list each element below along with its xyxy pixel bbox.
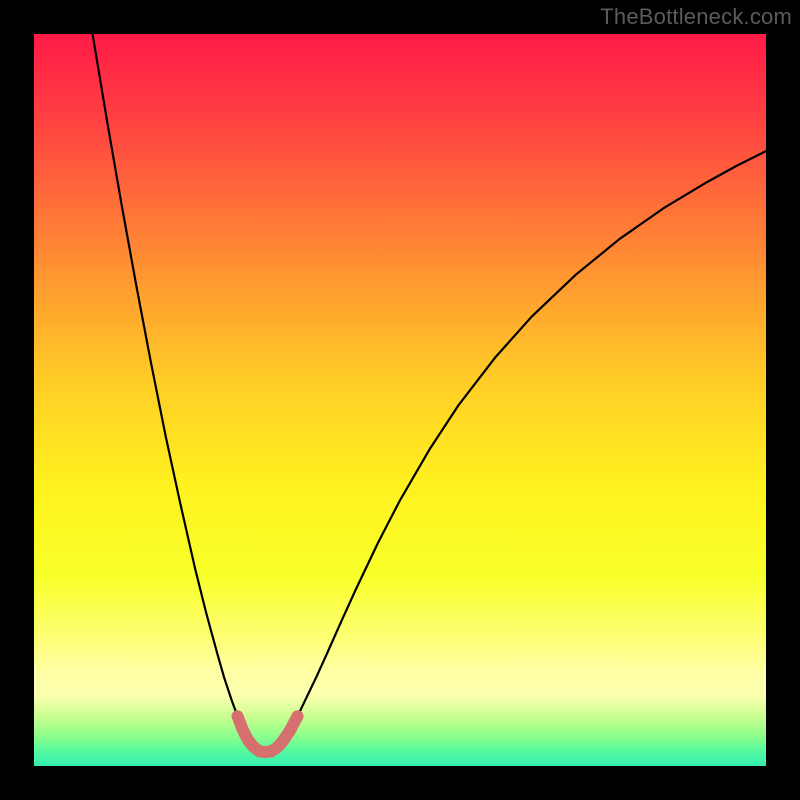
chart-gradient-bg [34,34,766,766]
chart-canvas: TheBottleneck.com [0,0,800,800]
chart-svg [0,0,800,800]
watermark-text: TheBottleneck.com [600,4,792,30]
